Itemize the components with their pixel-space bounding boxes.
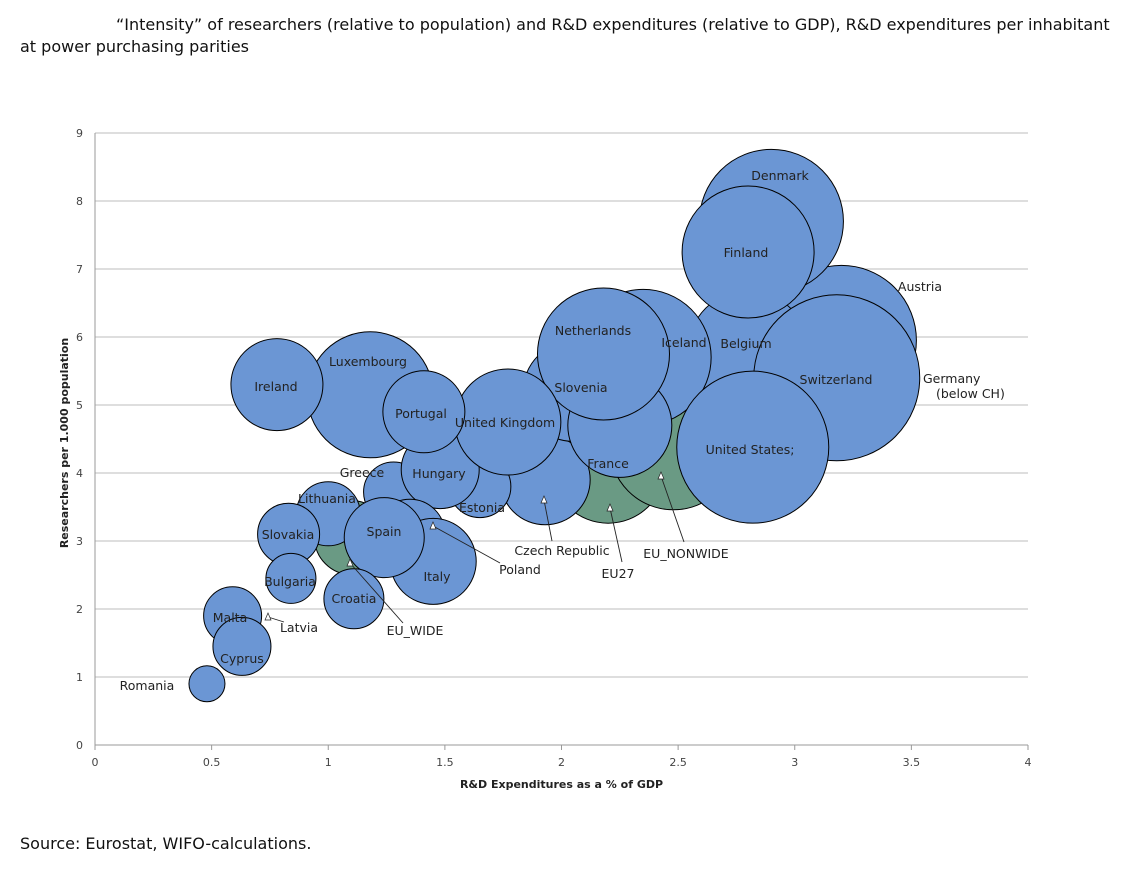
label-latvia: Latvia [280, 620, 318, 635]
y-tick-label: 1 [76, 671, 83, 684]
label-eu27: EU27 [602, 566, 635, 581]
label-italy: Italy [423, 569, 451, 584]
leader-arrow-eu-nonwide [657, 471, 665, 480]
label-bulgaria: Bulgaria [264, 574, 316, 589]
label-slovakia: Slovakia [262, 527, 314, 542]
label-eu-nonwide: EU_NONWIDE [643, 546, 729, 561]
label-romania: Romania [120, 678, 175, 693]
bubble-romania [188, 665, 226, 703]
y-tick-label: 2 [76, 603, 83, 616]
label-eu-wide: EU_WIDE [387, 623, 444, 638]
x-tick-label: 1 [325, 756, 332, 769]
label-czech-republic: Czech Republic [514, 543, 609, 558]
bubble-ireland [230, 338, 324, 432]
chart-title: “Intensity” of researchers (relative to … [20, 15, 1110, 56]
label-belgium: Belgium [720, 336, 771, 351]
label-greece: Greece [340, 465, 385, 480]
bubble-united-states [676, 370, 830, 524]
label-portugal: Portugal [395, 406, 447, 421]
x-tick-label: 0.5 [203, 756, 221, 769]
label-france: France [587, 456, 629, 471]
label-luxembourg: Luxembourg [329, 354, 407, 369]
label-austria: Austria [898, 279, 942, 294]
bubble-finland [681, 185, 815, 319]
x-tick-label: 2 [558, 756, 565, 769]
leader-czech-republic [543, 499, 553, 542]
label-estonia: Estonia [459, 500, 505, 515]
bubble-netherlands [536, 287, 670, 421]
label-lithuania: Lithuania [298, 491, 356, 506]
leader-latvia [267, 616, 285, 623]
leader-arrow-latvia [264, 612, 272, 621]
label-hungary: Hungary [412, 466, 466, 481]
bubble-portugal [382, 370, 466, 454]
y-tick-label: 6 [76, 331, 83, 344]
label-finland: Finland [724, 245, 769, 260]
y-tick-label: 3 [76, 535, 83, 548]
leader-poland [432, 525, 501, 564]
label-ireland: Ireland [254, 379, 297, 394]
y-tick-label: 8 [76, 195, 83, 208]
bubble-spain [343, 497, 425, 579]
leader-eu-wide [349, 562, 404, 624]
x-tick-label: 3 [791, 756, 798, 769]
y-tick-label: 7 [76, 263, 83, 276]
x-tick-label: 0 [92, 756, 99, 769]
y-tick-label: 4 [76, 467, 83, 480]
label-slovenia: Slovenia [554, 380, 607, 395]
x-tick-label: 3.5 [903, 756, 921, 769]
label-poland: Poland [499, 562, 541, 577]
label-malta: Malta [213, 610, 247, 625]
leader-eu-nonwide [660, 475, 685, 543]
y-axis-title: Researchers per 1.000 population [58, 338, 71, 548]
label-united-kingdom: United Kingdom [455, 415, 555, 430]
x-tick-label: 2.5 [669, 756, 687, 769]
x-tick-label: 4 [1025, 756, 1032, 769]
label-united-states: United States; [706, 442, 795, 457]
label-croatia: Croatia [332, 591, 377, 606]
leader-eu27 [609, 507, 623, 563]
label-denmark: Denmark [751, 168, 809, 183]
bubble-labels: EU_WIDE EU27 EU_NONWIDE Austria Denmark Belgi… [120, 168, 1005, 693]
leader-arrow-eu27 [606, 503, 614, 512]
x-axis-title: R&D Expenditures as a % of GDP [460, 778, 663, 791]
label-germany: Germany (below CH) [923, 371, 1005, 401]
tick-labels: 0 1 2 3 4 5 6 7 8 9 0 0.5 1 1.5 2 2.5 3 3.5 4 [76, 127, 1032, 769]
y-tick-label: 0 [76, 739, 83, 752]
leader-arrow-czech-republic [540, 495, 548, 504]
label-iceland: Iceland [661, 335, 706, 350]
x-tick-label: 1.5 [436, 756, 454, 769]
leader-arrow-poland [429, 521, 437, 530]
leader-lines [264, 471, 685, 624]
bubbles [188, 148, 921, 703]
leader-arrow-eu-wide [346, 558, 354, 567]
y-tick-label: 9 [76, 127, 83, 140]
bubble-bulgaria [265, 552, 317, 604]
label-switzerland: Switzerland [800, 372, 873, 387]
bubble-cyprus [212, 616, 272, 676]
label-spain: Spain [367, 524, 402, 539]
label-netherlands: Netherlands [555, 323, 631, 338]
y-tick-label: 5 [76, 399, 83, 412]
source-note: Source: Eurostat, WIFO-calculations. [20, 834, 312, 853]
label-cyprus: Cyprus [220, 651, 264, 666]
